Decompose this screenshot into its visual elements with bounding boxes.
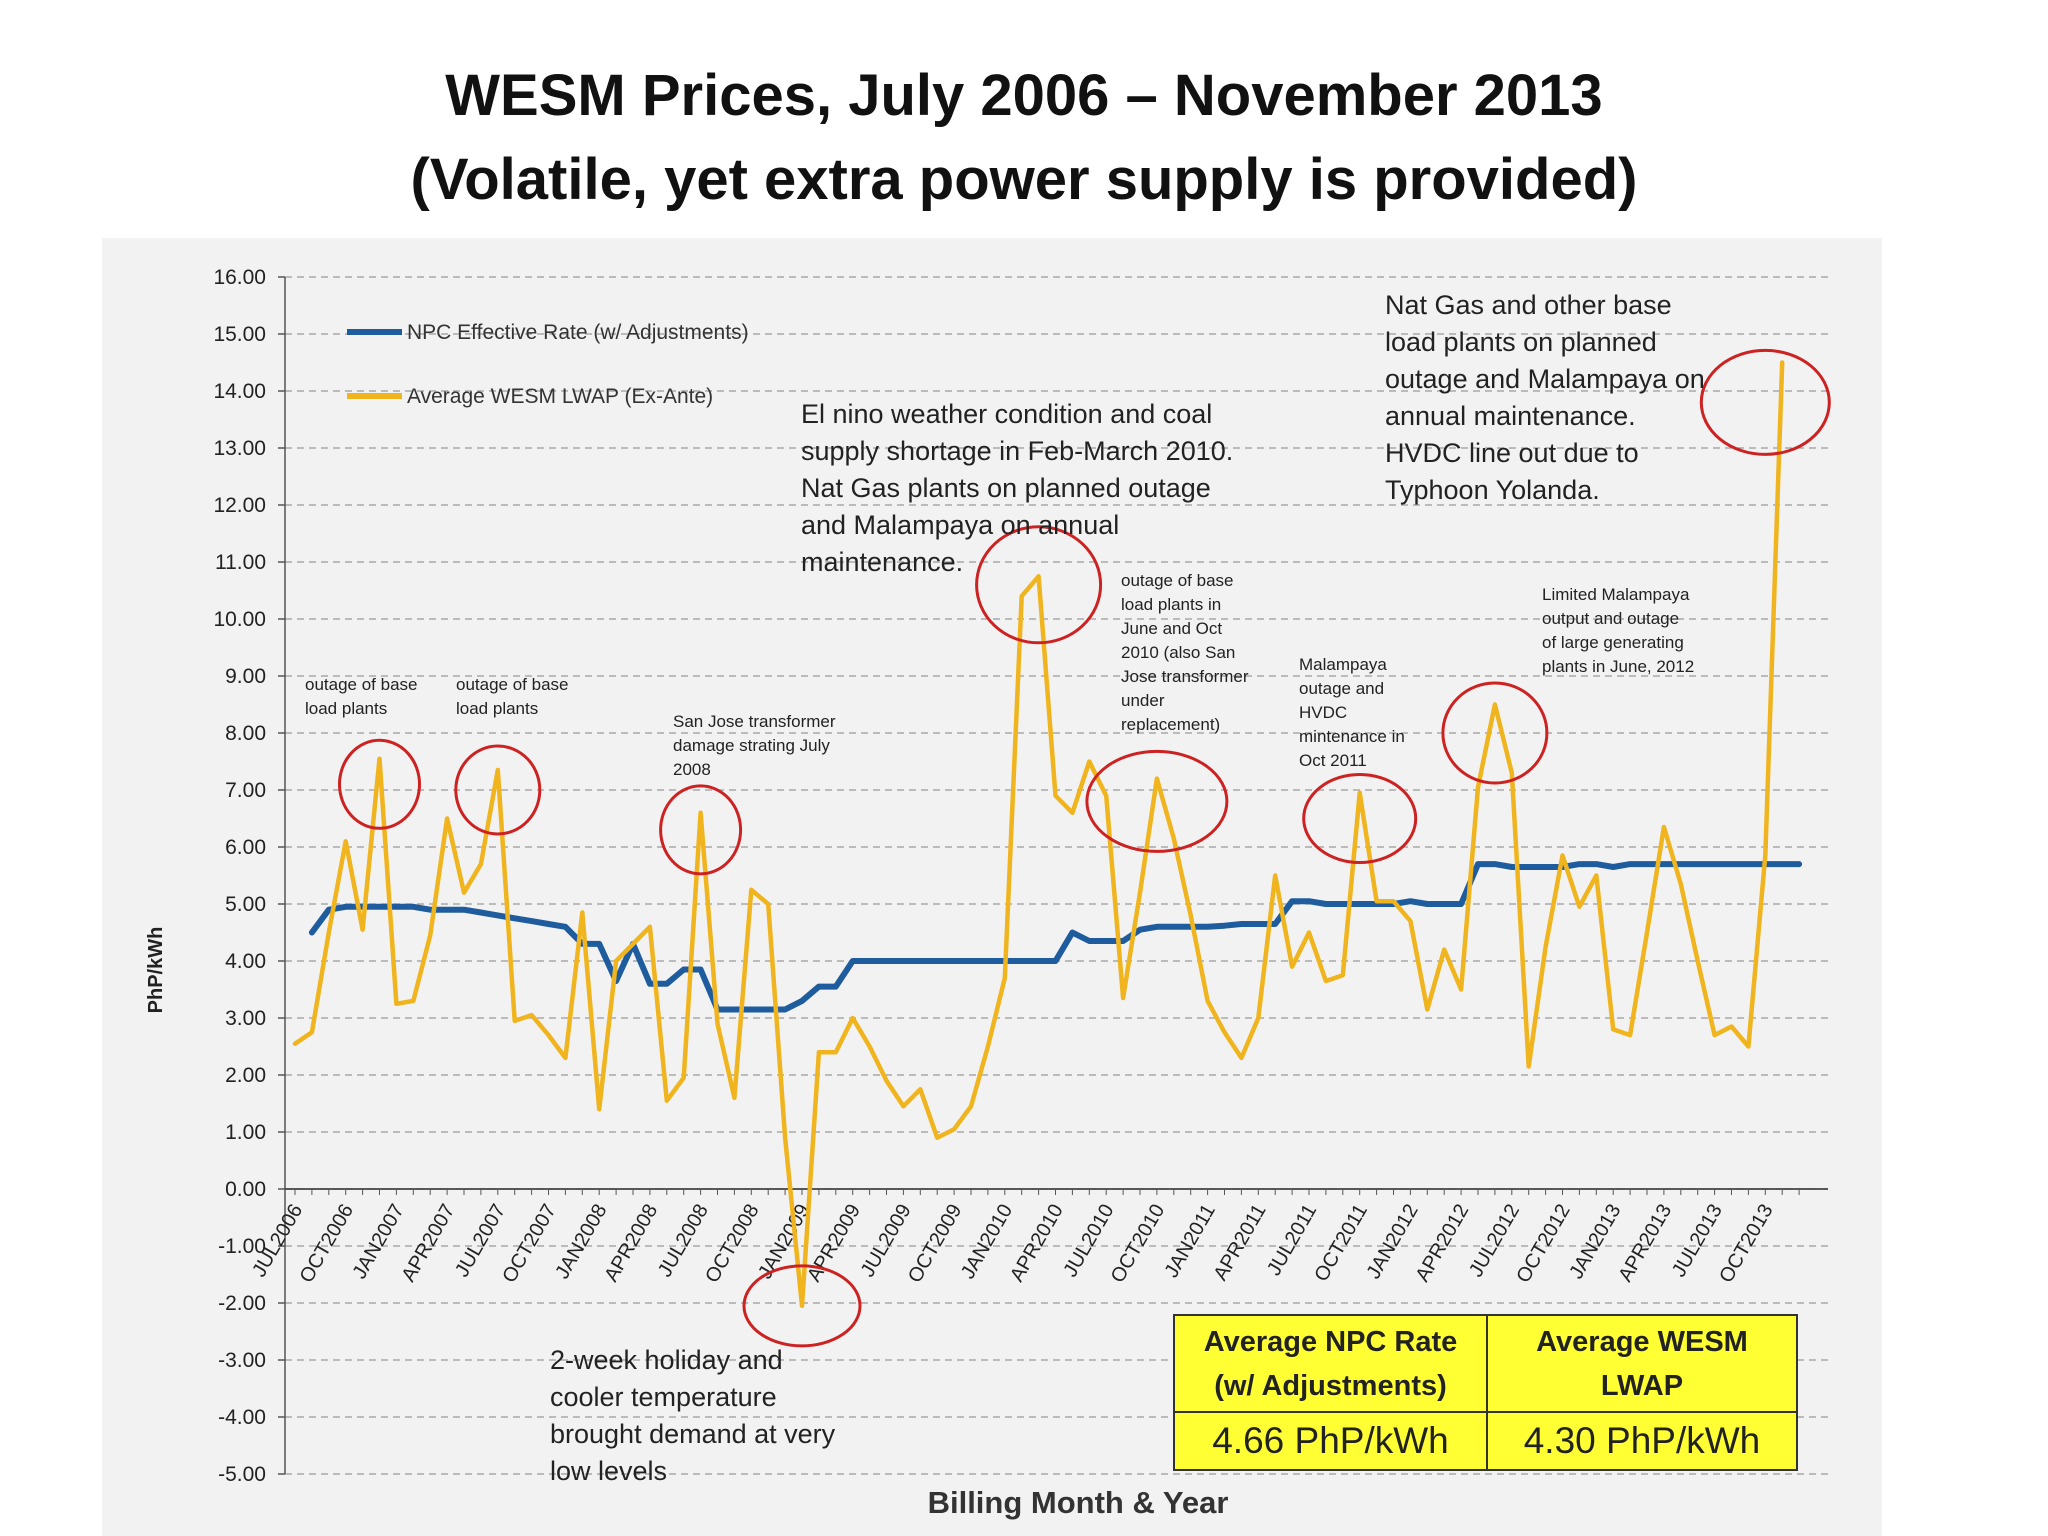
y-tick-label: 15.00 [213,323,266,346]
highlight-circle [454,744,542,836]
y-tick-label: 8.00 [225,722,266,745]
y-tick-label: 16.00 [213,266,266,289]
wesm-average-value: 4.30 PhP/kWh [1523,1420,1761,1461]
annotation-outage-2007b: outage of base load plants [456,675,569,718]
x-tick-label: JUL2011 [1263,1201,1321,1280]
y-tick-label: 7.00 [225,779,266,802]
legend-npc-label: NPC Effective Rate (w/ Adjustments) [407,321,749,344]
y-tick-label: 12.00 [213,494,266,517]
wesm-average-header: Average WESM LWAP [1536,1325,1748,1402]
page-title: WESM Prices, July 2006 – November 2013 [445,63,1603,128]
y-tick-label: 10.00 [213,608,266,631]
annotation-outage-2010: outage of base load plants in June and O… [1121,571,1249,734]
y-tick-label: 5.00 [225,893,266,916]
y-tick-label: 4.00 [225,950,266,973]
legend-wesm-label: Average WESM LWAP (Ex-Ante) [407,385,713,408]
page-subtitle: (Volatile, yet extra power supply is pro… [410,147,1638,212]
highlight-circle [1699,348,1831,456]
highlight-circle [1085,749,1229,853]
y-tick-label: -3.00 [218,1349,266,1372]
annotation-san-jose-2008: San Jose transformer damage strating Jul… [673,712,836,779]
annotation-outage-2007a: outage of base load plants [305,675,418,718]
x-axis-label: Billing Month & Year [928,1485,1229,1520]
y-tick-label: -1.00 [218,1235,266,1258]
wesm-lwap-line [292,360,1785,1309]
npc-average-value: 4.66 PhP/kWh [1212,1420,1449,1461]
y-tick-label: 14.00 [213,380,266,403]
annotation-yolanda-2013: Nat Gas and other base load plants on pl… [1385,290,1705,505]
y-tick-label: 3.00 [225,1007,266,1030]
annotation-holiday-2009: 2-week holiday and cooler temperature br… [550,1345,836,1486]
y-tick-label: 0.00 [225,1178,266,1201]
npc-average-header: Average NPC Rate (w/ Adjustments) [1203,1325,1458,1402]
annotation-malampaya-2011: Malampaya outage and HVDC mintenance in … [1299,655,1405,770]
highlight-circle [1302,773,1418,864]
y-tick-label: 13.00 [213,437,266,460]
highlight-circle [1441,681,1549,785]
y-tick-label: -4.00 [218,1406,266,1429]
highlight-circle [975,525,1103,645]
y-tick-label: 11.00 [215,551,266,574]
annotation-el-nino-2010: El nino weather condition and coal suppl… [801,399,1234,577]
highlight-circle [742,1264,862,1348]
y-axis-label: PhP/kWh [145,927,167,1014]
y-tick-label: -5.00 [218,1463,266,1486]
y-tick-label: 9.00 [225,665,266,688]
annotation-malampaya-2012: Limited Malampaya output and outage of l… [1542,585,1695,676]
y-tick-label: -2.00 [218,1292,266,1315]
y-tick-label: 1.00 [225,1121,266,1144]
highlight-circle [338,738,421,830]
y-tick-label: 2.00 [225,1064,266,1087]
average-rates-table: Average NPC Rate (w/ Adjustments) Averag… [1173,1314,1798,1471]
highlight-circle [659,784,743,876]
npc-rate-line [308,861,1803,1013]
y-tick-label: 6.00 [225,836,266,859]
